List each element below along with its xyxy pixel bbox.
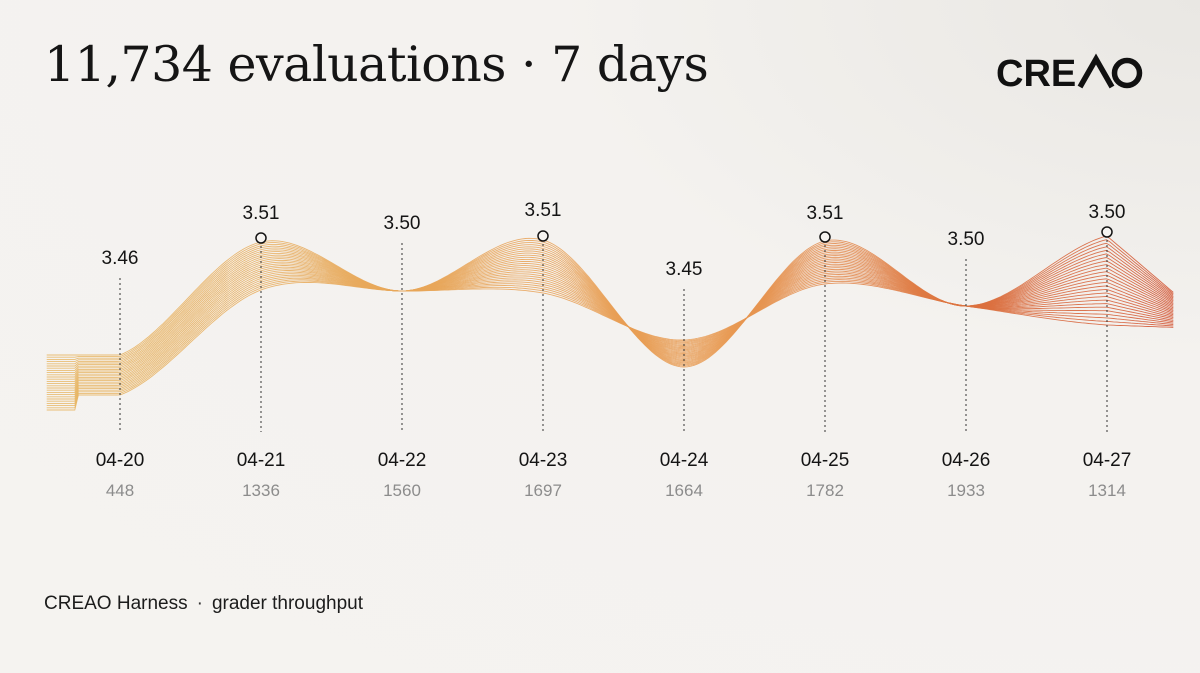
peak-markers (255, 226, 1113, 244)
value-label: 3.51 (243, 203, 280, 224)
date-tick-label: 04-25 (801, 450, 850, 471)
value-label: 3.45 (666, 259, 703, 280)
date-tick-label: 04-26 (942, 450, 991, 471)
value-label: 3.50 (948, 229, 985, 250)
brand-logo: CRE (996, 53, 1143, 94)
value-label: 3.51 (807, 203, 844, 224)
chart-labels: 3.46 04-20 448 3.51 04-21 1336 3.50 04-22 1560 3.… (96, 200, 1132, 500)
brand-logo-letters: CRE (996, 53, 1076, 94)
count-label: 1697 (524, 481, 562, 500)
count-label: 1336 (242, 481, 280, 500)
peak-marker (1101, 226, 1113, 238)
footer-separator: · (196, 593, 203, 614)
peak-marker (537, 230, 549, 242)
brand-logo-circle (1111, 57, 1143, 89)
count-label: 1933 (947, 481, 985, 500)
count-label: 1560 (383, 481, 421, 500)
ribbon-strand (46, 274, 1174, 400)
chart-footer: CREAO Harness · grader throughput (44, 593, 363, 615)
footer-metric: grader throughput (211, 593, 363, 614)
date-tick-label: 04-21 (237, 450, 286, 471)
count-label: 1782 (806, 481, 844, 500)
value-label: 3.51 (525, 200, 562, 221)
peak-marker (255, 232, 267, 244)
day-guides (119, 240, 1108, 432)
date-tick-label: 04-27 (1083, 450, 1132, 471)
ribbon-strand (46, 281, 1174, 411)
count-label: 1664 (665, 481, 703, 500)
date-tick-label: 04-23 (519, 450, 568, 471)
ribbon-strand (46, 272, 1174, 398)
date-tick-label: 04-22 (378, 450, 427, 471)
value-label: 3.50 (384, 213, 421, 234)
value-label: 3.46 (102, 248, 139, 269)
brand-logo-triangle (1077, 53, 1115, 89)
count-label: 1314 (1088, 481, 1126, 500)
count-label: 448 (106, 481, 134, 500)
ribbon-strands (46, 235, 1174, 411)
ribbon-strand (46, 260, 1174, 382)
value-label: 3.50 (1089, 202, 1126, 223)
date-tick-label: 04-20 (96, 450, 145, 471)
footer-source: CREAO Harness (44, 593, 188, 614)
date-tick-label: 04-24 (660, 450, 709, 471)
peak-marker (819, 231, 831, 243)
chart-title: 11,734 evaluations · 7 days (44, 36, 709, 93)
